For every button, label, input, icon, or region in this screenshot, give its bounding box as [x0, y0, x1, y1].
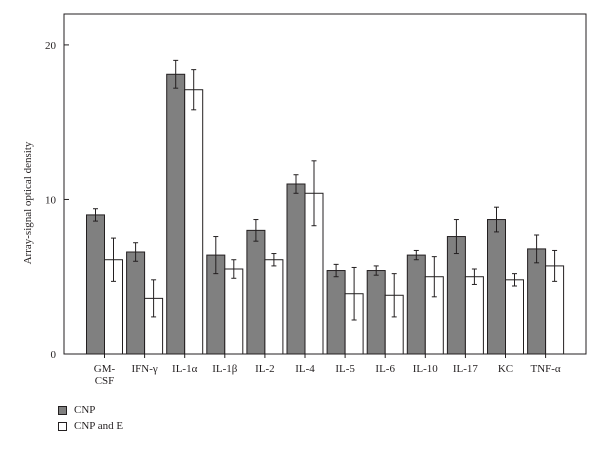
x-tick-label-line: GM-	[94, 363, 116, 375]
x-tick-label-line: IL-10	[413, 363, 439, 375]
x-tick-label-il-5: IL-5	[335, 363, 355, 375]
legend-swatch-cnp	[58, 405, 67, 415]
y-tick-label-0: 0	[51, 349, 57, 361]
bar-cnp-il-4	[286, 183, 306, 355]
error-bar-cnp-kc	[494, 206, 499, 233]
error-bar-cnp-il-1	[213, 236, 219, 275]
error-bar-cnp-tnf	[534, 234, 540, 264]
error-bar-cnp-il-2	[253, 219, 259, 242]
x-tick-label-il-6: IL-6	[375, 363, 395, 375]
legend-label-cnp: CNP	[74, 404, 96, 416]
y-tick-label-10: 10	[45, 194, 57, 206]
x-tick-label-line: IL-6	[375, 363, 395, 375]
bar-cnp-and-e-il-1	[184, 89, 204, 355]
bar-cnp-tnf	[527, 248, 547, 355]
legend: CNP CNP and E	[58, 402, 123, 434]
y-tick-label-20: 20	[45, 40, 57, 52]
x-tick-label-line: IL-1β	[212, 363, 238, 375]
legend-item-cnp-and-e: CNP and E	[58, 418, 123, 434]
error-bar-cnp-and-e-tnf	[552, 249, 558, 282]
bar-cnp-il-6	[366, 270, 386, 355]
error-bar-cnp-and-e-il-2	[271, 253, 277, 267]
error-bar-cnp-il-10	[413, 249, 419, 261]
error-bar-cnp-and-e-il-10	[431, 256, 437, 298]
x-tick-label-line: IL-4	[295, 363, 315, 375]
error-bar-cnp-and-e-il-6	[391, 273, 397, 318]
x-tick-label-tnf: TNF-α	[530, 363, 560, 375]
error-bar-cnp-ifn	[133, 242, 139, 262]
x-tick-label-line: CSF	[95, 375, 115, 387]
x-tick-label-gm-csf: GM-CSF	[94, 363, 116, 387]
legend-swatch-cnp-and-e	[58, 421, 67, 431]
legend-item-cnp: CNP	[58, 402, 123, 418]
bar-cnp-ifn	[126, 251, 146, 355]
bar-cnp-gm-csf	[86, 214, 105, 355]
bar-cnp-il-1	[166, 73, 186, 355]
error-bar-cnp-and-e-il-4	[311, 160, 317, 227]
x-tick-label-il-1: IL-1β	[212, 363, 238, 375]
error-bar-cnp-and-e-ifn	[151, 279, 157, 318]
bar-cnp-il-5	[326, 270, 346, 355]
legend-label-cnp-and-e: CNP and E	[74, 420, 124, 432]
bar-cnp-and-e-il-2	[264, 259, 284, 355]
error-bar-cnp-gm-csf	[93, 208, 98, 222]
ticks-layer: GM-CSF IFN-γ IL-1α IL-1β IL-2 IL-4 IL-5 IL-6 IL-…	[45, 40, 561, 387]
y-axis-label: Array-signal optical density	[22, 141, 34, 264]
x-tick-label-line: KC	[498, 363, 513, 375]
axes-layer	[63, 13, 587, 355]
error-bar-cnp-and-e-il-17	[471, 268, 477, 285]
bar-cnp-kc	[487, 219, 506, 355]
error-bar-cnp-and-e-gm-csf	[111, 237, 116, 282]
x-tick-label-line: TNF-α	[530, 363, 560, 375]
x-tick-label-line: IL-17	[453, 363, 479, 375]
error-bar-cnp-il-17	[453, 219, 459, 255]
bar-cnp-il-17	[446, 236, 466, 355]
bar-cnp-and-e-il-17	[464, 276, 484, 355]
bar-cnp-il-2	[246, 229, 266, 355]
bar-cnp-and-e-kc	[505, 279, 524, 355]
x-tick-label-il-10: IL-10	[413, 363, 439, 375]
error-bar-cnp-and-e-il-5	[351, 266, 357, 321]
x-tick-label-line: IFN-γ	[131, 363, 157, 375]
x-tick-label-line: IL-5	[335, 363, 355, 375]
error-bar-cnp-il-4	[293, 174, 299, 194]
error-bar-cnp-and-e-kc	[512, 273, 517, 287]
error-bar-cnp-il-6	[373, 265, 379, 276]
error-bar-cnp-il-5	[333, 263, 339, 278]
x-tick-label-ifn: IFN-γ	[131, 363, 157, 375]
bar-cnp-il-10	[406, 254, 426, 355]
error-bar-cnp-and-e-il-1	[231, 259, 237, 279]
error-bar-cnp-and-e-il-1	[191, 69, 197, 111]
bar-cnp-and-e-il-1	[224, 268, 244, 355]
x-tick-label-il-2: IL-2	[255, 363, 275, 375]
x-tick-label-line: IL-2	[255, 363, 275, 375]
x-tick-label-kc: KC	[498, 363, 513, 375]
error-bar-cnp-il-1	[173, 59, 179, 89]
plot-frame	[63, 13, 587, 355]
x-tick-label-il-1: IL-1α	[172, 363, 198, 375]
x-tick-label-il-17: IL-17	[453, 363, 479, 375]
bars-layer	[86, 59, 565, 355]
x-tick-label-line: IL-1α	[172, 363, 198, 375]
x-tick-label-il-4: IL-4	[295, 363, 315, 375]
